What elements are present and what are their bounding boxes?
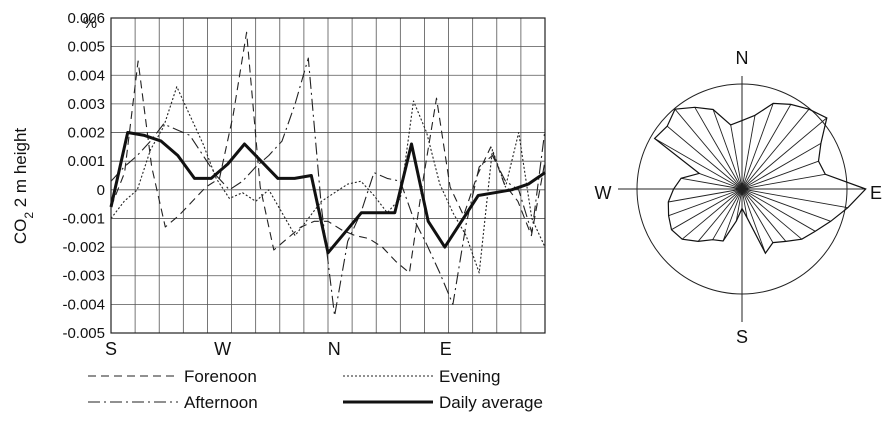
legend: Forenoon Evening Afternoon Daily average: [88, 367, 543, 412]
radar-outline: [653, 102, 867, 255]
series-lines: [109, 31, 546, 317]
y-tick-label: -0.002: [62, 239, 105, 256]
radar-label-east: E: [870, 183, 882, 203]
radar-spoke: [741, 117, 828, 190]
radar-spoke: [741, 188, 831, 222]
radar-spoke: [741, 188, 766, 254]
radar-label-north: N: [736, 48, 749, 68]
radar-spoke: [741, 188, 848, 209]
x-direction-label: S: [105, 339, 117, 359]
y-tick-label: 0.001: [67, 153, 105, 170]
line-chart: -0.005 -0.004 -0.003 -0.002 -0.001 0 0.001 0.00…: [11, 10, 546, 359]
y-tick-label: 0.003: [67, 96, 105, 113]
y-tick-label: 0.005: [67, 39, 105, 56]
radar-spoke: [712, 188, 743, 240]
y-axis-label: CO2 2 m height: [11, 128, 36, 245]
radar-spoke: [741, 173, 826, 190]
radar-spoke: [668, 188, 743, 217]
radar-spoke: [741, 108, 810, 190]
x-direction-label: N: [328, 339, 341, 359]
legend-label: Forenoon: [184, 367, 257, 386]
series-line-daily-average: [109, 131, 546, 255]
radar-spoke: [681, 177, 743, 190]
x-direction-label: E: [440, 339, 452, 359]
grid-lines: [110, 17, 546, 334]
radar-spoke: [699, 172, 743, 190]
y-tick-label: 0.002: [67, 125, 105, 142]
radar-spoke: [741, 188, 748, 218]
radar-label-south: S: [736, 327, 748, 347]
radar-spoke: [735, 188, 743, 222]
radar-spoke: [681, 188, 743, 240]
radar-spoke: [671, 188, 743, 231]
x-direction-label: W: [214, 339, 231, 359]
radar-spoke: [741, 143, 822, 190]
radar-spoke: [741, 104, 792, 190]
radar-spoke: [741, 103, 774, 190]
radar-spoke: [741, 188, 803, 240]
radar-spoke: [722, 188, 743, 242]
plot-frame: [110, 17, 546, 334]
legend-label: Evening: [439, 367, 500, 386]
radar-spoke: [741, 160, 819, 190]
radar-label-west: W: [595, 183, 612, 203]
y-tick-label: 0: [97, 182, 105, 199]
radar-spoke: [668, 188, 743, 203]
y-tick-label: -0.004: [62, 296, 105, 313]
series-line-forenoon: [110, 31, 546, 274]
radar-spoke: [674, 108, 743, 190]
radar-spoke: [654, 138, 743, 190]
series-line-evening: [110, 86, 546, 274]
radar-spoke: [741, 115, 756, 190]
y-tick-label: -0.003: [62, 268, 105, 285]
y-axis-unit: %: [83, 15, 97, 32]
series-line-afternoon: [110, 57, 546, 317]
y-tick-label: -0.001: [62, 210, 105, 227]
radar-spoke: [666, 125, 743, 190]
y-tick-label: 0.004: [67, 67, 105, 84]
radar-spoke: [741, 188, 774, 243]
radar-spoke: [741, 188, 816, 232]
radar-spoke: [697, 188, 743, 242]
y-tick-label: -0.005: [62, 325, 105, 342]
y-axis-ticks: -0.005 -0.004 -0.003 -0.002 -0.001 0 0.001 0.00…: [62, 10, 105, 342]
radar-chart: N S E W: [595, 48, 883, 347]
radar-spoke: [712, 109, 743, 190]
radar-spoke: [730, 124, 743, 190]
legend-label: Afternoon: [184, 393, 258, 412]
y-tick-label: 0.006: [67, 10, 105, 27]
radar-spoke: [694, 107, 743, 190]
legend-label: Daily average: [439, 393, 543, 412]
radar-shape: [653, 102, 867, 255]
radar-spoke: [741, 188, 787, 242]
